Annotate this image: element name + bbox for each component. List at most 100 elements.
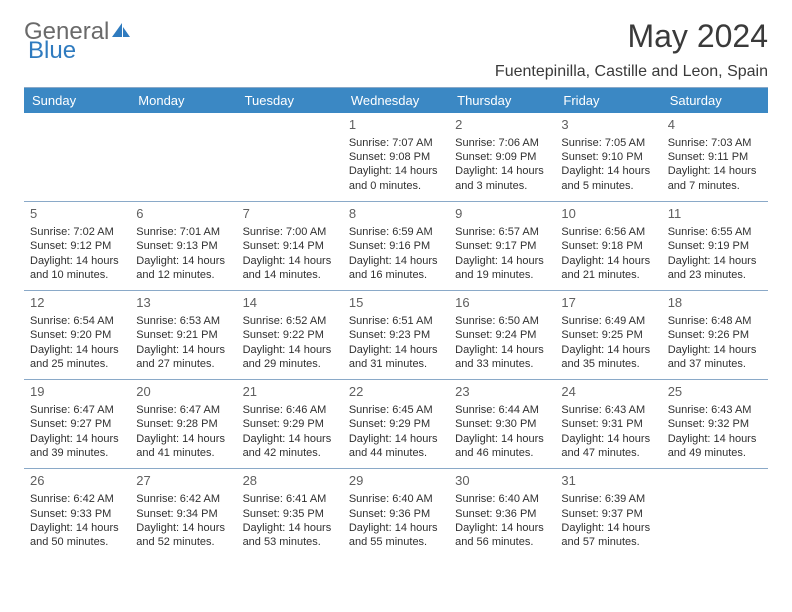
day-number: 19 [30, 384, 124, 401]
day-number: 29 [349, 473, 443, 490]
day-number: 24 [561, 384, 655, 401]
day-number: 23 [455, 384, 549, 401]
day-detail-line: Daylight: 14 hours and 25 minutes. [30, 343, 124, 372]
day-detail-line: Sunset: 9:11 PM [668, 150, 762, 164]
day-detail-line: Sunrise: 6:43 AM [561, 403, 655, 417]
calendar-day-cell [130, 113, 236, 202]
day-detail-line: Daylight: 14 hours and 57 minutes. [561, 521, 655, 550]
calendar-day-cell: 4Sunrise: 7:03 AMSunset: 9:11 PMDaylight… [662, 113, 768, 202]
day-detail-line: Daylight: 14 hours and 47 minutes. [561, 432, 655, 461]
day-number: 28 [243, 473, 337, 490]
calendar-week-row: 19Sunrise: 6:47 AMSunset: 9:27 PMDayligh… [24, 380, 768, 469]
day-number: 1 [349, 117, 443, 134]
day-detail-line: Sunrise: 6:57 AM [455, 225, 549, 239]
day-detail-line: Daylight: 14 hours and 53 minutes. [243, 521, 337, 550]
day-detail-line: Sunset: 9:33 PM [30, 507, 124, 521]
day-header: Wednesday [343, 88, 449, 113]
calendar-day-cell: 22Sunrise: 6:45 AMSunset: 9:29 PMDayligh… [343, 380, 449, 469]
day-detail-line: Sunrise: 6:40 AM [455, 492, 549, 506]
calendar-day-cell: 26 Sunrise: 6:42 AMSunset: 9:33 PMDayligh… [24, 469, 130, 558]
day-detail-line: Sunrise: 6:51 AM [349, 314, 443, 328]
day-number: 5 [30, 206, 124, 223]
day-detail-line: Sunset: 9:36 PM [455, 507, 549, 521]
calendar-day-cell [237, 113, 343, 202]
day-detail-line: Sunset: 9:26 PM [668, 328, 762, 342]
calendar-table: SundayMondayTuesdayWednesdayThursdayFrid… [24, 88, 768, 557]
calendar-day-cell: 20 Sunrise: 6:47 AMSunset: 9:28 PMDayligh… [130, 380, 236, 469]
day-detail-line: Sunrise: 7:00 AM [243, 225, 337, 239]
calendar-day-cell: 2Sunrise: 7:06 AMSunset: 9:09 PMDaylight… [449, 113, 555, 202]
day-detail-line: Sunset: 9:19 PM [668, 239, 762, 253]
day-number: 3 [561, 117, 655, 134]
calendar-day-cell: 6Sunrise: 7:01 AMSunset: 9:13 PMDaylight… [130, 202, 236, 291]
day-detail-line: Sunrise: 6:42 AM [30, 492, 124, 506]
day-detail-line: Sunset: 9:13 PM [136, 239, 230, 253]
page-title: May 2024 [627, 18, 768, 55]
day-detail-line: Daylight: 14 hours and 41 minutes. [136, 432, 230, 461]
calendar-day-cell: 11 Sunrise: 6:55 AMSunset: 9:19 PMDayligh… [662, 202, 768, 291]
calendar-day-cell: 18Sunrise: 6:48 AMSunset: 9:26 PMDayligh… [662, 291, 768, 380]
day-detail-line: Daylight: 14 hours and 55 minutes. [349, 521, 443, 550]
calendar-day-cell: 24Sunrise: 6:43 AMSunset: 9:31 PMDayligh… [555, 380, 661, 469]
day-detail-line: Daylight: 14 hours and 29 minutes. [243, 343, 337, 372]
calendar-day-cell: 13Sunrise: 6:53 AMSunset: 9:21 PMDayligh… [130, 291, 236, 380]
day-number: 26 [30, 473, 124, 490]
day-detail-line: Sunset: 9:10 PM [561, 150, 655, 164]
day-number: 4 [668, 117, 762, 134]
calendar-header-row: SundayMondayTuesdayWednesdayThursdayFrid… [24, 88, 768, 113]
calendar-day-cell: 14Sunrise: 6:52 AMSunset: 9:22 PMDayligh… [237, 291, 343, 380]
day-detail-line: Daylight: 14 hours and 50 minutes. [30, 521, 124, 550]
day-detail-line: Daylight: 14 hours and 44 minutes. [349, 432, 443, 461]
day-detail-line: Daylight: 14 hours and 39 minutes. [30, 432, 124, 461]
calendar-day-cell: 17Sunrise: 6:49 AMSunset: 9:25 PMDayligh… [555, 291, 661, 380]
day-detail-line: Sunrise: 6:44 AM [455, 403, 549, 417]
day-detail-line: Sunrise: 6:47 AM [136, 403, 230, 417]
day-number: 20 [136, 384, 230, 401]
day-number: 16 [455, 295, 549, 312]
day-detail-line: Sunrise: 6:55 AM [668, 225, 762, 239]
day-detail-line: Sunrise: 7:06 AM [455, 136, 549, 150]
day-detail-line: Daylight: 14 hours and 42 minutes. [243, 432, 337, 461]
day-detail-line: Daylight: 14 hours and 14 minutes. [243, 254, 337, 283]
day-detail-line: Daylight: 14 hours and 35 minutes. [561, 343, 655, 372]
day-number: 11 [668, 206, 762, 223]
calendar-day-cell: 5Sunrise: 7:02 AMSunset: 9:12 PMDaylight… [24, 202, 130, 291]
calendar-day-cell: 12Sunrise: 6:54 AMSunset: 9:20 PMDayligh… [24, 291, 130, 380]
calendar-week-row: 1Sunrise: 7:07 AMSunset: 9:08 PMDaylight… [24, 113, 768, 202]
calendar-day-cell: 30 Sunrise: 6:40 AMSunset: 9:36 PMDayligh… [449, 469, 555, 558]
day-detail-line: Daylight: 14 hours and 49 minutes. [668, 432, 762, 461]
day-detail-line: Sunset: 9:17 PM [455, 239, 549, 253]
day-detail-line: Sunset: 9:09 PM [455, 150, 549, 164]
day-detail-line: Sunset: 9:32 PM [668, 417, 762, 431]
day-detail-line: Sunrise: 6:39 AM [561, 492, 655, 506]
day-detail-line: Sunrise: 6:45 AM [349, 403, 443, 417]
day-detail-line: Daylight: 14 hours and 5 minutes. [561, 164, 655, 193]
day-detail-line: Sunrise: 6:40 AM [349, 492, 443, 506]
calendar-day-cell: 21Sunrise: 6:46 AMSunset: 9:29 PMDayligh… [237, 380, 343, 469]
day-detail-line: Sunrise: 7:03 AM [668, 136, 762, 150]
day-detail-line: Daylight: 14 hours and 16 minutes. [349, 254, 443, 283]
calendar-week-row: 12Sunrise: 6:54 AMSunset: 9:20 PMDayligh… [24, 291, 768, 380]
brand-text-2: Blue [28, 37, 76, 64]
day-detail-line: Sunset: 9:28 PM [136, 417, 230, 431]
day-detail-line: Sunset: 9:29 PM [243, 417, 337, 431]
day-detail-line: Sunset: 9:18 PM [561, 239, 655, 253]
day-header: Saturday [662, 88, 768, 113]
day-number: 10 [561, 206, 655, 223]
day-detail-line: Sunset: 9:25 PM [561, 328, 655, 342]
day-detail-line: Daylight: 14 hours and 56 minutes. [455, 521, 549, 550]
day-number: 30 [455, 473, 549, 490]
day-detail-line: Daylight: 14 hours and 46 minutes. [455, 432, 549, 461]
calendar-day-cell: 29 Sunrise: 6:40 AMSunset: 9:36 PMDayligh… [343, 469, 449, 558]
day-detail-line: Daylight: 14 hours and 23 minutes. [668, 254, 762, 283]
day-detail-line: Sunset: 9:16 PM [349, 239, 443, 253]
day-detail-line: Daylight: 14 hours and 19 minutes. [455, 254, 549, 283]
day-detail-line: Daylight: 14 hours and 52 minutes. [136, 521, 230, 550]
calendar-day-cell: 28Sunrise: 6:41 AMSunset: 9:35 PMDayligh… [237, 469, 343, 558]
brand-sail-icon [110, 18, 132, 46]
day-detail-line: Sunset: 9:35 PM [243, 507, 337, 521]
day-header: Monday [130, 88, 236, 113]
day-detail-line: Sunset: 9:14 PM [243, 239, 337, 253]
day-header: Friday [555, 88, 661, 113]
day-detail-line: Sunset: 9:36 PM [349, 507, 443, 521]
